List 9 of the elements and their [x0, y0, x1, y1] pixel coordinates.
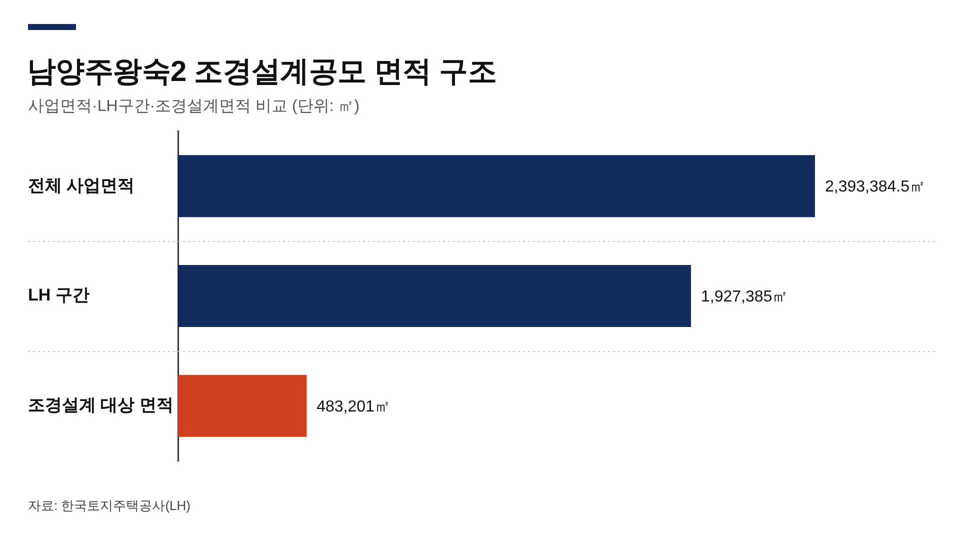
- chart-title: 남양주왕숙2 조경설계공모 면적 구조: [27, 55, 497, 90]
- text: 자료: 한국토지주택공사(LH): [28, 497, 190, 515]
- data-label: 1,927,385㎡: [700, 288, 788, 306]
- chart-subtitle: 사업면적·LH구간·조경설계면적 비교 (단위: ㎡): [28, 97, 360, 117]
- data-label: 2,393,384.5㎡: [825, 178, 926, 196]
- y-tick-label: 전체 사업면적: [28, 176, 135, 195]
- data-label: 483,201㎡: [316, 398, 390, 416]
- y-tick-label: 조경설계 대상 면적: [28, 396, 174, 415]
- y-tick-label: LH 구간: [28, 286, 90, 305]
